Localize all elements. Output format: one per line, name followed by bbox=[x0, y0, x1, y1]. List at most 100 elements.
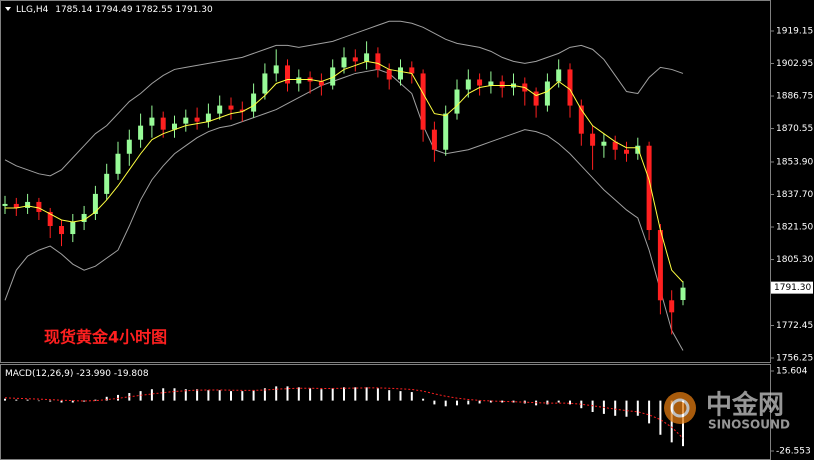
macd-bar bbox=[625, 400, 628, 417]
price-box bbox=[771, 281, 813, 294]
macd-bar bbox=[546, 400, 549, 405]
macd-bar bbox=[557, 400, 560, 403]
header-high: 1794.49 bbox=[95, 5, 132, 15]
candle-body bbox=[194, 117, 200, 122]
watermark-name: 中金网 bbox=[706, 390, 784, 421]
upper-band bbox=[4, 20, 684, 177]
header-low: 1782.55 bbox=[135, 5, 172, 15]
macd-bar bbox=[297, 387, 300, 401]
y-tick-label: 1772.45 bbox=[776, 321, 813, 331]
macd-bar bbox=[117, 394, 119, 401]
macd-bar bbox=[569, 400, 571, 405]
candle-body bbox=[13, 203, 19, 208]
macd-bar bbox=[478, 400, 481, 404]
macd-bar bbox=[659, 400, 662, 435]
candle-body bbox=[273, 65, 279, 74]
candle-body bbox=[81, 213, 87, 223]
macd-bar bbox=[614, 400, 617, 416]
candle-body bbox=[601, 141, 607, 146]
macd-signal bbox=[4, 387, 684, 439]
macd-bar bbox=[196, 389, 199, 401]
macd-bar bbox=[489, 400, 492, 403]
watermark-sub: SINOSOUND bbox=[708, 418, 790, 432]
macd-bar bbox=[230, 391, 232, 401]
candle-body bbox=[635, 145, 641, 154]
candle-body bbox=[217, 105, 223, 114]
macd-bar bbox=[580, 400, 583, 409]
candle-body bbox=[70, 222, 76, 235]
macd-bar bbox=[4, 398, 6, 401]
chart-title: 现货黄金4小时图 bbox=[44, 328, 167, 347]
candle-body bbox=[680, 287, 686, 301]
candle-body bbox=[669, 300, 675, 313]
macd-bar bbox=[376, 388, 379, 401]
candle-body bbox=[454, 89, 460, 114]
macd-bar bbox=[275, 386, 278, 401]
candle-body bbox=[330, 67, 336, 86]
candle-body bbox=[567, 69, 573, 106]
candle-body bbox=[341, 57, 347, 68]
candle-body bbox=[409, 67, 415, 74]
watermark: 中金网 SINOSOUND bbox=[664, 390, 790, 432]
watermark-logo bbox=[664, 392, 696, 424]
macd-bar bbox=[263, 388, 266, 401]
candle-body bbox=[296, 77, 302, 84]
macd-bar bbox=[636, 400, 639, 416]
macd-histogram-label: -23.990 bbox=[76, 369, 111, 379]
macd-bar bbox=[512, 400, 515, 403]
macd-bar bbox=[26, 399, 29, 401]
candle-body bbox=[126, 139, 132, 154]
macd-bar bbox=[331, 388, 334, 401]
y-tick-label: 1805.30 bbox=[776, 255, 813, 265]
macd-bar bbox=[422, 398, 425, 401]
y-tick-label: 1870.55 bbox=[776, 124, 813, 134]
macd-bar bbox=[71, 400, 74, 403]
chart-header: LLG,H4 1785.14 1794.49 1782.55 1791.30 bbox=[16, 5, 213, 15]
candle-body bbox=[239, 109, 245, 112]
macd-bar bbox=[467, 400, 470, 405]
macd-bar bbox=[105, 396, 108, 401]
candle-body bbox=[465, 79, 471, 90]
candle-body bbox=[138, 125, 144, 140]
y-tick-label: 1919.15 bbox=[776, 26, 813, 36]
macd-bar bbox=[37, 400, 40, 402]
macd-bar bbox=[252, 390, 255, 401]
macd-y-tick-label: 15.604 bbox=[776, 366, 808, 376]
candle-body bbox=[172, 123, 177, 130]
candle-body bbox=[36, 201, 42, 212]
candle-body bbox=[115, 153, 121, 174]
candle-body bbox=[375, 53, 381, 70]
candle-body bbox=[499, 81, 505, 88]
candle-body bbox=[657, 230, 663, 301]
candle-body bbox=[386, 69, 392, 80]
macd-bar bbox=[162, 388, 165, 401]
candle-body bbox=[2, 203, 8, 206]
candle-body bbox=[398, 67, 403, 80]
macd-bar bbox=[456, 400, 458, 406]
y-tick-label: 1756.25 bbox=[776, 354, 813, 364]
candle-body bbox=[318, 81, 324, 86]
candle-body bbox=[477, 79, 483, 86]
macd-bar bbox=[433, 400, 436, 405]
macd-bar bbox=[648, 400, 651, 424]
candle-body bbox=[262, 73, 268, 94]
moving-average bbox=[5, 60, 684, 283]
candle-body bbox=[104, 173, 110, 194]
macd-bar bbox=[218, 390, 221, 401]
header-open: 1785.14 bbox=[55, 5, 92, 15]
macd-header: MACD(12,26,9) -23.990 -19.808 bbox=[5, 369, 149, 379]
macd-bar bbox=[399, 391, 402, 401]
macd-bar bbox=[343, 387, 345, 401]
candle-body bbox=[364, 53, 370, 62]
candle-body bbox=[228, 105, 234, 110]
y-tick-label: 1902.95 bbox=[776, 59, 813, 69]
candle-body bbox=[612, 141, 618, 150]
macd-bar bbox=[184, 389, 187, 401]
candle-body bbox=[251, 93, 257, 112]
macd-bar bbox=[139, 391, 142, 401]
y-tick-label: 1853.90 bbox=[776, 157, 813, 167]
candle-body bbox=[431, 129, 437, 150]
candle-body bbox=[544, 81, 550, 106]
candle-body bbox=[352, 57, 358, 62]
